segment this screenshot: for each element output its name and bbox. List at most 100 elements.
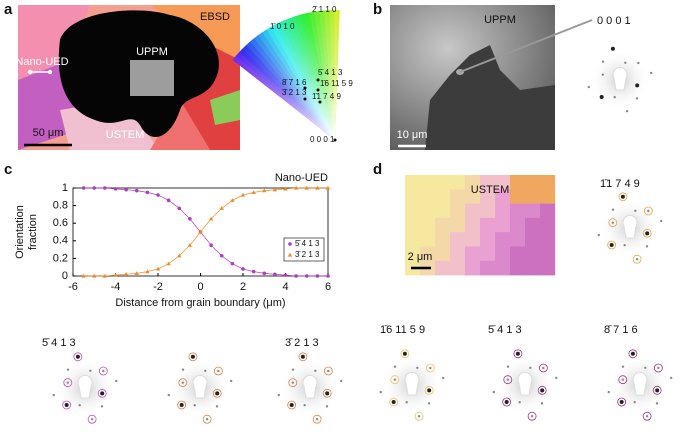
- index-ring: [298, 352, 308, 362]
- diffraction-pattern: [492, 349, 558, 421]
- data-point: [262, 271, 267, 276]
- chart-title: Nano-UED: [275, 172, 328, 184]
- data-point: [251, 190, 256, 194]
- spot: [492, 390, 495, 394]
- spot: [555, 376, 558, 380]
- spot: [300, 354, 305, 359]
- spot: [78, 403, 81, 407]
- pixel: [510, 203, 526, 219]
- pixel: [420, 217, 436, 233]
- y-tick-label: 0.6: [53, 217, 68, 229]
- data-point: [326, 274, 330, 278]
- pixel: [540, 232, 556, 247]
- index-ring: [63, 378, 73, 388]
- spot: [540, 388, 545, 393]
- index-ring: [323, 366, 333, 376]
- data-point: [166, 261, 171, 266]
- legend-box: [283, 237, 325, 262]
- spot: [670, 376, 673, 380]
- data-point: [304, 274, 309, 278]
- pointer: [459, 19, 593, 73]
- index-ring: [73, 352, 83, 362]
- spot: [542, 366, 545, 370]
- scale-label: 2 μm: [408, 251, 433, 263]
- spot: [314, 369, 317, 373]
- data-point: [219, 206, 224, 210]
- data-point: [241, 267, 245, 271]
- spot: [277, 393, 280, 397]
- pixel: [540, 260, 556, 276]
- spot: [66, 368, 70, 371]
- pixel: [495, 246, 511, 262]
- data-point: [155, 266, 161, 271]
- key-label: 3̄ 2 1 3: [282, 88, 307, 97]
- pixel: [465, 217, 481, 233]
- pattern-label: 1̄6 11 5 9: [380, 324, 425, 336]
- index-ring: [617, 397, 627, 407]
- spot: [66, 381, 70, 384]
- y-tick-label: 0.8: [53, 200, 68, 212]
- pixel: [465, 246, 481, 262]
- pixel: [420, 203, 436, 219]
- spot: [327, 369, 330, 373]
- index-ring: [503, 375, 513, 385]
- spot: [620, 194, 625, 199]
- data-point: [81, 186, 86, 190]
- data-point: [288, 242, 292, 246]
- x-tick-label: -4: [111, 281, 121, 293]
- pattern-label: 3̄ 2 1 3: [285, 337, 319, 349]
- data-point: [177, 253, 182, 258]
- index-ring: [537, 385, 547, 395]
- data-point: [124, 187, 128, 192]
- pixel: [480, 175, 496, 190]
- pixel: [450, 189, 466, 204]
- index-ring: [643, 206, 653, 216]
- beam-stop: [192, 374, 208, 399]
- data-point: [209, 243, 213, 247]
- spot: [610, 46, 615, 51]
- spot: [100, 391, 105, 396]
- data-point: [315, 274, 320, 278]
- index-ring: [652, 385, 662, 395]
- spot: [625, 110, 629, 113]
- data-point: [145, 269, 150, 274]
- data-point: [273, 272, 277, 277]
- key-label: 1̄6 11 5 9: [320, 79, 353, 88]
- pixel: [525, 203, 541, 219]
- pixel: [450, 232, 466, 247]
- legend-label: 3̄ 2 1 3: [295, 250, 320, 259]
- pixel: [510, 260, 526, 276]
- series-line: [83, 187, 328, 277]
- series-line: [83, 187, 328, 277]
- spot: [442, 376, 445, 380]
- spot: [657, 366, 660, 370]
- key-dot: [303, 86, 307, 90]
- spot: [613, 95, 616, 99]
- data-point: [113, 272, 118, 277]
- spot: [215, 405, 219, 408]
- index-ring: [653, 363, 663, 373]
- data-point: [315, 185, 320, 190]
- data-point: [102, 273, 108, 278]
- data-point: [283, 186, 288, 191]
- spot: [635, 97, 639, 100]
- data-point: [230, 198, 235, 202]
- pixel: [465, 189, 481, 204]
- spot: [427, 388, 432, 393]
- spot: [193, 403, 196, 407]
- pixel: [450, 217, 466, 233]
- y-axis-label: Orientation: [14, 205, 26, 259]
- spot: [379, 390, 382, 394]
- pixel: [420, 175, 436, 190]
- spot: [100, 405, 104, 408]
- spot: [204, 369, 207, 373]
- index-ring: [87, 414, 97, 424]
- spot: [89, 369, 92, 373]
- index-ring: [62, 400, 72, 410]
- spot: [660, 219, 663, 223]
- data-point: [103, 186, 107, 190]
- key-label: 5̄ 4 1 3: [318, 68, 343, 77]
- spot: [645, 415, 649, 418]
- diffraction-pattern: [607, 349, 673, 421]
